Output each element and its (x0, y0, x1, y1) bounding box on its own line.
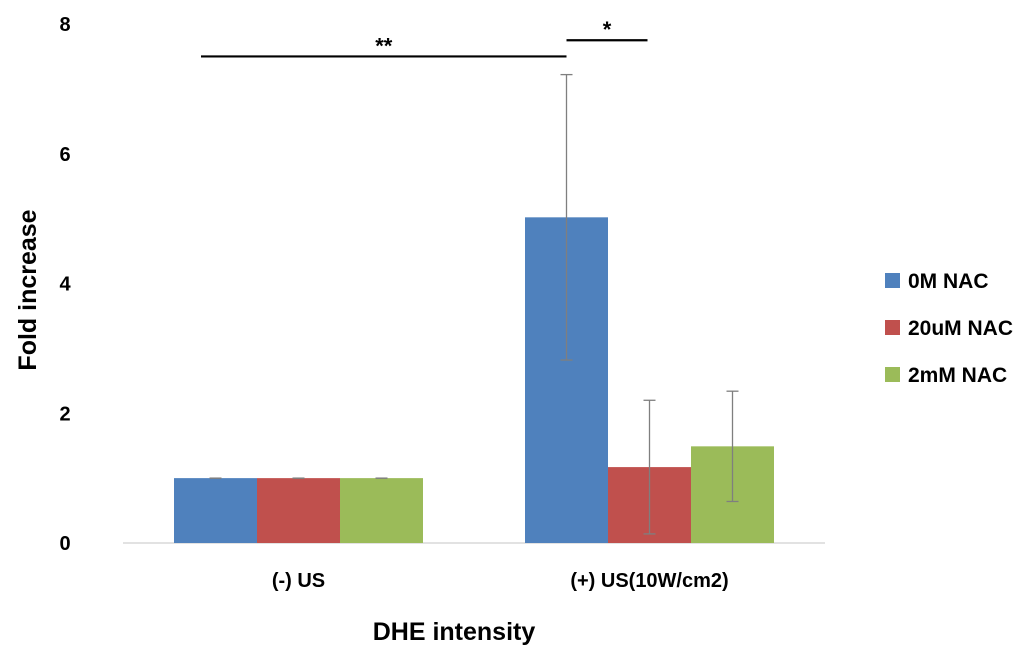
legend: 0M NAC 20uM NAC 2mM NAC (885, 270, 1013, 387)
y-tick-label: 2 (59, 403, 70, 425)
y-tick-label: 8 (59, 14, 70, 36)
significance-label: * (603, 17, 612, 42)
legend-label: 2mM NAC (908, 364, 1007, 387)
legend-swatch (885, 273, 900, 288)
legend-label: 0M NAC (908, 270, 989, 293)
bars (174, 217, 774, 543)
x-category-label: (-) US (272, 570, 325, 592)
bar (257, 478, 340, 543)
significance-annotations: *** (201, 17, 648, 58)
y-tick-label: 4 (59, 274, 71, 296)
y-axis-ticks: 0 2 4 6 8 (59, 14, 71, 555)
bar (340, 478, 423, 543)
y-tick-label: 0 (59, 533, 70, 555)
y-tick-label: 6 (59, 144, 70, 166)
legend-swatch (885, 367, 900, 382)
x-axis-title: DHE intensity (373, 618, 536, 646)
y-axis-title: Fold increase (14, 209, 42, 370)
significance-label: ** (375, 33, 393, 58)
error-bars (209, 73, 739, 535)
x-axis-categories: (-) US (+) US(10W/cm2) (272, 570, 729, 592)
bar (174, 478, 257, 543)
legend-label: 20uM NAC (908, 317, 1013, 340)
x-category-label: (+) US(10W/cm2) (570, 570, 728, 592)
legend-swatch (885, 320, 900, 335)
